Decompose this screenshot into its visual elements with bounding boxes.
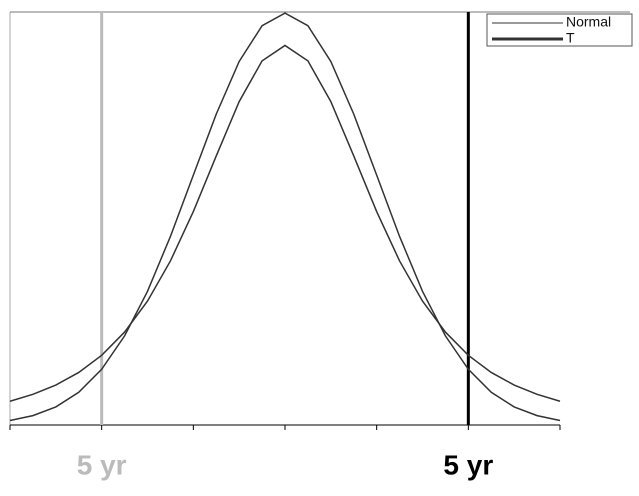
series-line (9, 44, 561, 402)
legend-box (486, 13, 633, 47)
legend-label: T (566, 30, 575, 46)
legend-label: Normal (566, 14, 611, 30)
reference-label: 5 yr (443, 449, 493, 480)
reference-label: 5 yr (77, 449, 127, 480)
series-line (9, 12, 561, 422)
